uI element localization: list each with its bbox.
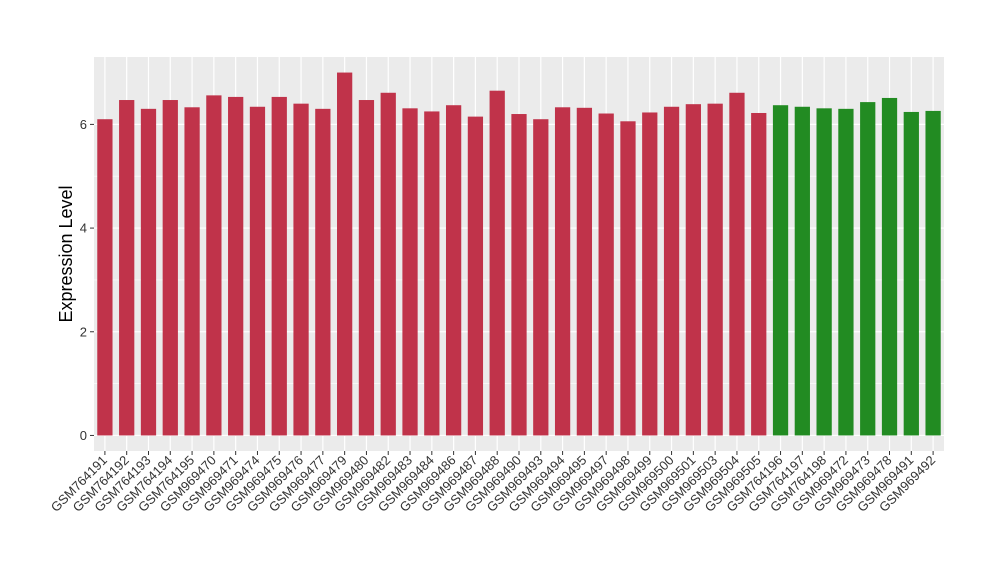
bar-GSM969497 [598, 113, 614, 436]
bar-GSM969477 [315, 108, 331, 436]
x-axis-ticks: GSM764191GSM764192GSM764193GSM764194GSM7… [48, 451, 938, 515]
bar-GSM969492 [925, 110, 941, 436]
bar-GSM764192 [119, 100, 135, 436]
y-axis-ticks: 0 2 4 6 [80, 117, 94, 443]
bar-GSM764196 [772, 105, 789, 436]
bar-GSM969471 [228, 96, 244, 436]
bar-GSM969482 [380, 92, 396, 436]
bars [97, 72, 941, 436]
bar-GSM764193 [140, 108, 157, 436]
bar-GSM969499 [642, 112, 658, 436]
bar-GSM764195 [184, 107, 200, 436]
bar-GSM969472 [838, 108, 854, 436]
bar-GSM764198 [816, 108, 832, 436]
y-axis-title: Expression Level [56, 185, 76, 322]
bar-GSM969480 [358, 100, 375, 436]
bar-GSM969479 [337, 72, 353, 436]
bar-GSM969501 [685, 104, 701, 436]
bar-GSM764197 [794, 106, 810, 436]
y-tick-label: 6 [80, 117, 87, 132]
bar-GSM969474 [249, 106, 266, 436]
bar-GSM969505 [751, 112, 767, 436]
bar-GSM969490 [511, 114, 527, 436]
y-tick-label: 2 [80, 324, 87, 339]
bar-GSM969503 [707, 103, 723, 436]
bar-GSM764191 [97, 119, 113, 436]
bar-GSM969476 [293, 103, 309, 436]
bar-GSM969491 [903, 111, 919, 436]
bar-GSM969486 [445, 105, 462, 436]
bar-GSM969470 [206, 95, 222, 436]
bar-GSM969473 [860, 102, 876, 436]
bar-GSM969494 [554, 107, 571, 436]
bar-GSM969504 [729, 92, 745, 436]
bar-GSM969484 [424, 111, 440, 436]
bar-GSM969500 [663, 106, 680, 436]
bar-GSM969478 [881, 97, 898, 436]
bar-GSM969495 [576, 107, 593, 436]
y-tick-label: 4 [80, 221, 87, 236]
bar-GSM764194 [162, 100, 178, 436]
bar-GSM969487 [467, 116, 484, 436]
bar-GSM969475 [271, 96, 287, 436]
bar-GSM969498 [620, 121, 636, 436]
bar-GSM969488 [489, 90, 505, 436]
y-tick-label: 0 [80, 428, 87, 443]
bar-GSM969483 [402, 108, 418, 436]
bar-GSM969493 [533, 119, 549, 436]
